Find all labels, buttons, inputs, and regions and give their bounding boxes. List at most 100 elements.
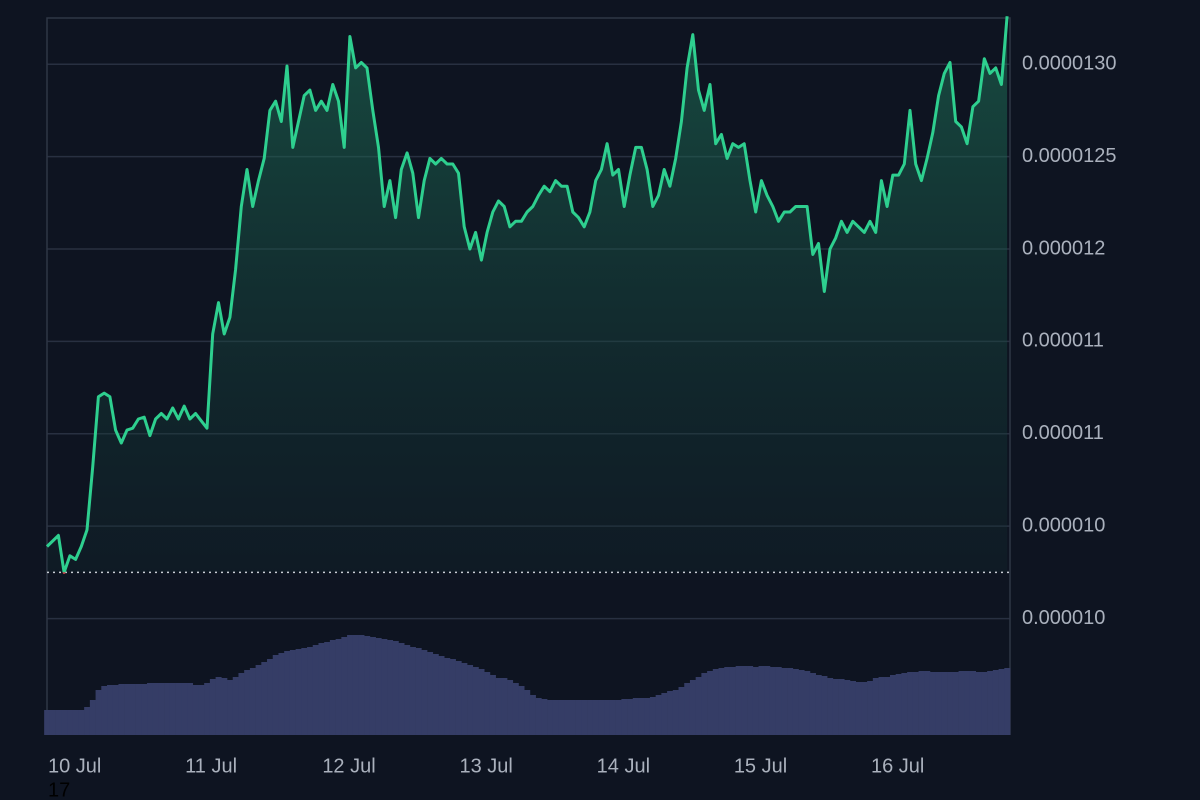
volume-bar — [381, 639, 388, 735]
volume-bar — [95, 690, 102, 735]
volume-bar — [124, 684, 131, 735]
volume-bar — [175, 683, 182, 735]
volume-bar — [141, 684, 148, 735]
volume-bar — [329, 640, 336, 735]
volume-bar — [827, 678, 834, 735]
y-tick-label: 0.000011 — [1022, 422, 1104, 444]
volume-bar — [135, 684, 142, 735]
volume-bar — [524, 690, 531, 735]
volume-bar — [307, 647, 314, 735]
volume-bar — [341, 637, 348, 735]
volume-bar — [335, 639, 342, 735]
volume-bar — [798, 670, 805, 735]
volume-bar — [84, 707, 91, 735]
volume-bar — [644, 698, 651, 735]
volume-bar — [61, 710, 68, 735]
volume-bar — [741, 666, 748, 735]
volume-bar — [192, 685, 199, 735]
volume-bar — [821, 676, 828, 735]
volume-bar — [152, 683, 159, 735]
volume-bar — [398, 643, 405, 735]
volume-bar — [998, 669, 1005, 735]
volume-bar — [187, 683, 194, 735]
volume-bar — [769, 667, 776, 735]
y-tick-label: 0.000011 — [1022, 330, 1104, 352]
volume-bar — [781, 668, 788, 735]
stray-label: 17 — [48, 779, 70, 800]
volume-bar — [489, 675, 496, 735]
volume-bar — [444, 658, 451, 735]
volume-bar — [861, 682, 868, 735]
volume-bar — [484, 672, 491, 735]
volume-bar — [815, 675, 822, 735]
volume-bar — [598, 700, 605, 735]
volume-bar — [387, 640, 394, 735]
volume-bar — [752, 667, 759, 735]
volume-bar — [941, 672, 948, 735]
volume-bar — [855, 682, 862, 735]
volume-bar — [478, 669, 485, 735]
volume-bar — [929, 672, 937, 735]
volume-bar — [301, 648, 308, 735]
x-tick-label: 15 Jul — [734, 755, 787, 777]
volume-bar — [935, 672, 942, 735]
volume-bar — [432, 654, 439, 735]
volume-bar — [67, 710, 74, 735]
volume-bar — [512, 683, 519, 735]
volume-bar — [261, 662, 268, 735]
volume-bar — [49, 710, 56, 735]
volume-bar — [404, 645, 411, 735]
volume-bar — [409, 647, 416, 735]
volume-bar — [347, 635, 354, 735]
volume-bar — [809, 673, 816, 735]
volume-bar — [421, 650, 428, 735]
volume-bar — [678, 687, 685, 735]
volume-bar — [352, 635, 359, 735]
volume-bar — [969, 671, 977, 735]
volume-bar — [632, 698, 639, 735]
volume-bar — [615, 700, 622, 735]
volume-bar — [701, 673, 708, 735]
volume-bar — [529, 695, 536, 735]
x-tick-label: 14 Jul — [597, 755, 650, 777]
volume-bar — [981, 672, 988, 735]
volume-bar — [518, 686, 525, 735]
volume-bar — [375, 638, 382, 735]
volume-bar — [358, 635, 365, 735]
volume-bar — [249, 668, 256, 735]
volume-bar — [107, 685, 114, 735]
volume-bar — [575, 700, 582, 735]
volume-bar — [747, 666, 754, 735]
volume-bar — [838, 679, 845, 735]
y-tick-label: 0.000012 — [1022, 237, 1105, 259]
y-tick-label: 0.000010 — [1022, 514, 1105, 536]
volume-bar — [78, 710, 85, 735]
volume-bar — [621, 699, 628, 735]
volume-bar — [564, 700, 571, 735]
volume-bar — [467, 665, 474, 735]
volume-bar — [638, 698, 645, 735]
volume-bar — [204, 683, 211, 735]
volume-bar — [895, 674, 902, 735]
volume-bar — [255, 665, 262, 735]
volume-bar — [987, 671, 994, 735]
volume-bar — [552, 700, 559, 735]
volume-bar — [587, 700, 594, 735]
volume-bar — [912, 672, 919, 735]
volume-bar — [164, 683, 171, 735]
volume-bar — [907, 672, 914, 735]
volume-bar — [267, 659, 274, 735]
price-line — [45, 16, 1009, 573]
volume-bar — [44, 710, 51, 735]
x-tick-label: 11 Jul — [185, 755, 237, 777]
volume-bar — [101, 686, 108, 735]
volume-bar — [667, 691, 674, 735]
volume-bar — [569, 700, 576, 735]
volume-bar — [844, 680, 851, 735]
volume-bar — [369, 637, 376, 735]
x-tick-label: 10 Jul — [48, 755, 101, 777]
volume-bar — [312, 645, 319, 735]
volume-bar — [878, 677, 885, 735]
